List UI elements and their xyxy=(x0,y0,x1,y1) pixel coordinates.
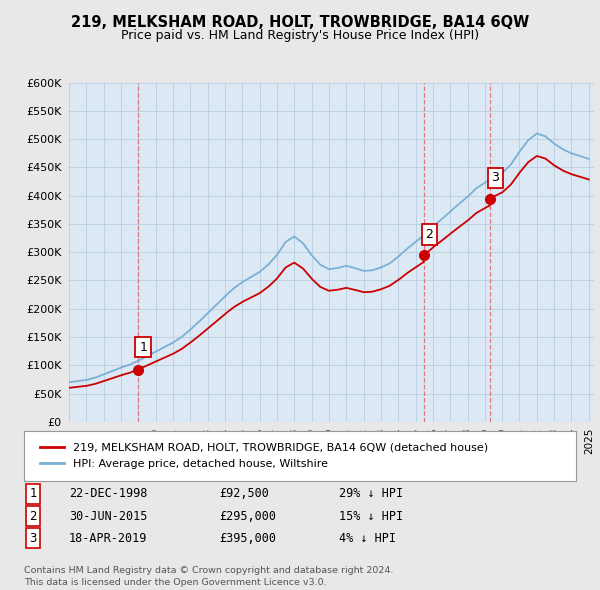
Text: Price paid vs. HM Land Registry's House Price Index (HPI): Price paid vs. HM Land Registry's House … xyxy=(121,30,479,42)
Text: 2: 2 xyxy=(29,510,37,523)
Text: £395,000: £395,000 xyxy=(219,532,276,545)
Text: Contains HM Land Registry data © Crown copyright and database right 2024.
This d: Contains HM Land Registry data © Crown c… xyxy=(24,566,394,587)
Text: 2: 2 xyxy=(425,228,433,241)
Legend: 219, MELKSHAM ROAD, HOLT, TROWBRIDGE, BA14 6QW (detached house), HPI: Average pr: 219, MELKSHAM ROAD, HOLT, TROWBRIDGE, BA… xyxy=(35,438,493,473)
Text: 1: 1 xyxy=(29,487,37,500)
Text: 22-DEC-1998: 22-DEC-1998 xyxy=(69,487,148,500)
Text: 219, MELKSHAM ROAD, HOLT, TROWBRIDGE, BA14 6QW: 219, MELKSHAM ROAD, HOLT, TROWBRIDGE, BA… xyxy=(71,15,529,30)
Text: 18-APR-2019: 18-APR-2019 xyxy=(69,532,148,545)
Text: £92,500: £92,500 xyxy=(219,487,269,500)
Text: £295,000: £295,000 xyxy=(219,510,276,523)
Text: 29% ↓ HPI: 29% ↓ HPI xyxy=(339,487,403,500)
Text: 1: 1 xyxy=(139,340,147,354)
Text: 15% ↓ HPI: 15% ↓ HPI xyxy=(339,510,403,523)
Text: 3: 3 xyxy=(491,171,499,185)
Text: 30-JUN-2015: 30-JUN-2015 xyxy=(69,510,148,523)
Text: 3: 3 xyxy=(29,532,37,545)
Text: 4% ↓ HPI: 4% ↓ HPI xyxy=(339,532,396,545)
